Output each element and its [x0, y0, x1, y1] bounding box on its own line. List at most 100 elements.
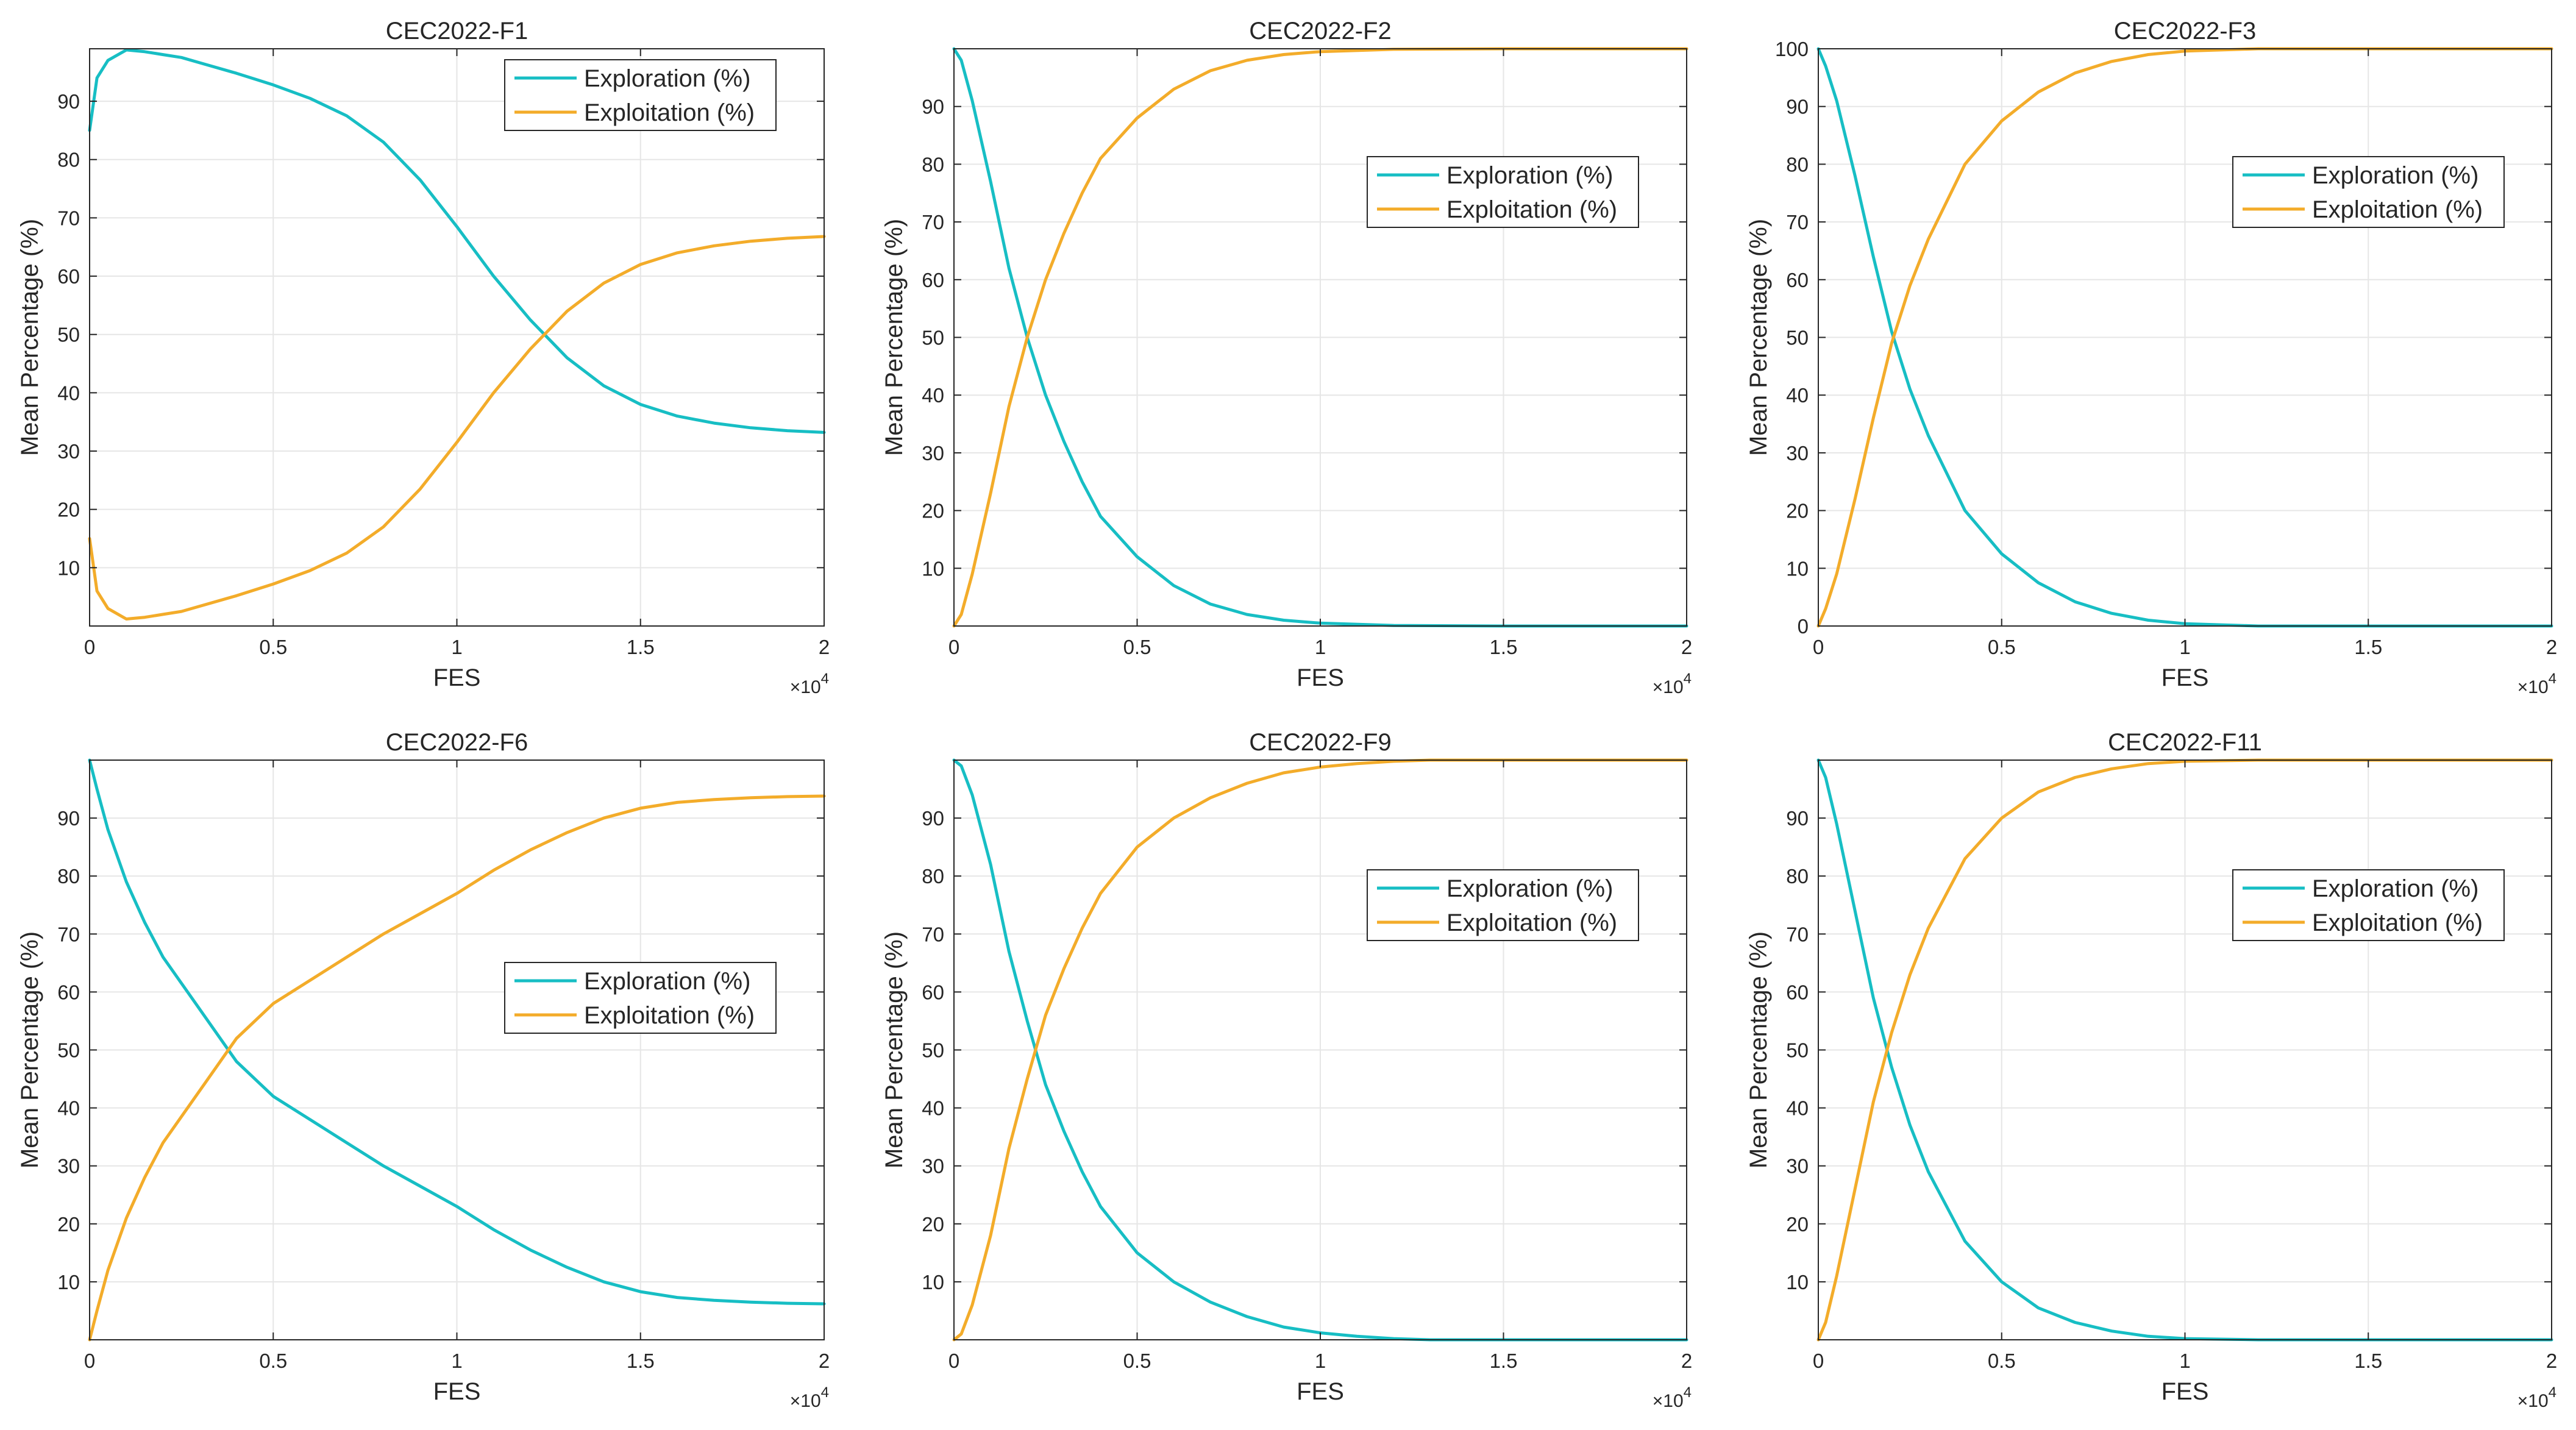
- y-tick-label: 50: [1786, 327, 1809, 349]
- chart-title: CEC2022-F9: [1249, 729, 1391, 756]
- x-tick-label: 1: [2179, 1350, 2190, 1372]
- x-axis-label: FES: [433, 664, 481, 691]
- legend-label: Exploitation (%): [1446, 909, 1617, 936]
- x-tick-label: 0.5: [1123, 636, 1151, 658]
- y-tick-label: 70: [57, 923, 80, 945]
- y-tick-label: 40: [1786, 384, 1809, 407]
- y-tick-label: 70: [1786, 923, 1809, 945]
- legend-label: Exploration (%): [2312, 162, 2478, 189]
- x-exponent-power: 4: [2549, 671, 2556, 687]
- legend-box: [2232, 156, 2505, 228]
- x-exponent-base: ×10: [2517, 1391, 2549, 1411]
- y-tick-label: 10: [1786, 557, 1809, 580]
- chart-panel-5: 0 0.5 1 1.5 2 10 20 30 40 50 60 70 80 90 ×104 CEC2022-F…: [881, 729, 1692, 1411]
- legend-label: Exploration (%): [1446, 875, 1613, 902]
- y-tick-label: 70: [922, 211, 944, 233]
- y-tick-label: 40: [922, 1097, 944, 1120]
- exploration-line: [952, 758, 1688, 1342]
- y-axis-label: Mean Percentage (%): [16, 931, 43, 1169]
- y-tick-label: 90: [1786, 807, 1809, 830]
- x-tick-label: 2: [819, 1350, 830, 1372]
- legend: Exploration (%) Exploitation (%): [504, 59, 777, 131]
- chart-title: CEC2022-F6: [386, 729, 528, 756]
- y-tick-label: 40: [57, 382, 80, 404]
- x-exponent-label: ×104: [790, 1384, 829, 1411]
- x-exponent-base: ×10: [1653, 1391, 1684, 1411]
- y-tick-label: 60: [1786, 269, 1809, 291]
- y-tick-label: 50: [922, 1039, 944, 1062]
- legend-label: Exploitation (%): [1446, 196, 1617, 223]
- x-tick-label: 1: [1315, 636, 1326, 658]
- y-tick-label: 60: [1786, 981, 1809, 1003]
- y-tick-label: 70: [57, 207, 80, 229]
- y-tick-label: 80: [922, 153, 944, 176]
- x-exponent-label: ×104: [1653, 1384, 1692, 1411]
- exploration-line: [1816, 47, 2553, 628]
- x-tick-label: 1.5: [627, 636, 655, 658]
- y-tick-label: 0: [1798, 615, 1809, 638]
- chart-panel-3: 0 0.5 1 1.5 20102030405060708090100×104CEC20…: [1745, 18, 2557, 697]
- x-tick-label: 0.5: [259, 636, 287, 658]
- y-tick-label: 70: [922, 923, 944, 945]
- y-tick-label: 90: [922, 807, 944, 830]
- x-exponent-power: 4: [821, 671, 829, 687]
- x-exponent-label: ×104: [2517, 671, 2556, 697]
- exploitation-line: [88, 794, 826, 1342]
- x-exponent-power: 4: [2549, 1384, 2556, 1401]
- exploitation-line: [1816, 758, 2553, 1342]
- y-tick-label: 40: [57, 1097, 80, 1120]
- x-tick-label: 1: [451, 636, 462, 658]
- y-tick-label: 90: [1786, 96, 1809, 118]
- x-axis-label: FES: [2161, 664, 2209, 691]
- chart-title: CEC2022-F1: [386, 18, 528, 44]
- y-axis-label: Mean Percentage (%): [1745, 931, 1772, 1169]
- y-tick-label: 10: [57, 1271, 80, 1293]
- x-exponent-base: ×10: [1653, 677, 1684, 697]
- legend-box: [504, 962, 777, 1034]
- legend: Exploration (%) Exploitation (%): [2232, 156, 2505, 228]
- x-tick-label: 0: [948, 636, 959, 658]
- y-tick-label: 20: [57, 499, 80, 521]
- x-exponent-base: ×10: [790, 677, 821, 697]
- exploitation-line: [1816, 47, 2553, 628]
- y-tick-label: 50: [57, 1039, 80, 1062]
- y-tick-label: 20: [922, 500, 944, 522]
- y-tick-label: 90: [922, 96, 944, 118]
- y-tick-label: 70: [1786, 211, 1809, 233]
- y-tick-label: 40: [1786, 1097, 1809, 1120]
- y-tick-label: 80: [57, 149, 80, 171]
- x-tick-label: 1.5: [2354, 636, 2382, 658]
- legend-label: Exploration (%): [584, 968, 750, 995]
- x-axis-label: FES: [1297, 664, 1344, 691]
- y-tick-label: 30: [1786, 1155, 1809, 1178]
- x-tick-label: 1.5: [627, 1350, 655, 1372]
- y-tick-label: 50: [1786, 1039, 1809, 1062]
- y-axis-label: Mean Percentage (%): [881, 931, 908, 1169]
- x-axis-label: FES: [1297, 1378, 1344, 1405]
- x-exponent-power: 4: [821, 1384, 829, 1401]
- y-tick-label: 40: [922, 384, 944, 407]
- legend: Exploration (%) Exploitation (%): [1367, 156, 1639, 228]
- legend-label: Exploration (%): [584, 65, 750, 92]
- y-tick-label: 30: [57, 1155, 80, 1178]
- x-tick-label: 1.5: [1490, 636, 1518, 658]
- x-tick-label: 0: [84, 1350, 95, 1372]
- y-tick-label: 60: [57, 265, 80, 288]
- y-tick-label: 10: [922, 1271, 944, 1293]
- x-tick-label: 2: [819, 636, 830, 658]
- y-tick-label: 20: [57, 1213, 80, 1236]
- legend-label: Exploitation (%): [584, 1002, 755, 1029]
- chart-panel-2: 0 0.5 1 1.5 2 10 20 30 40 50 60 70 80 90 ×104 CEC2022-F…: [881, 18, 1692, 697]
- legend-label: Exploitation (%): [2312, 196, 2483, 223]
- y-axis-label: Mean Percentage (%): [1745, 219, 1772, 456]
- x-exponent-label: ×104: [790, 671, 829, 697]
- legend: Exploration (%) Exploitation (%): [2232, 869, 2505, 941]
- exploitation-line: [952, 758, 1688, 1342]
- chart-title: CEC2022-F11: [2108, 729, 2262, 756]
- chart-panel-1: 0 0.5 1 1.5 2 10 20 30 40 50 60 70 80 90 ×104 CEC2022-F…: [16, 18, 830, 697]
- x-tick-label: 2: [1681, 636, 1692, 658]
- y-tick-label: 10: [922, 557, 944, 580]
- y-tick-label: 30: [922, 442, 944, 464]
- y-tick-label: 20: [1786, 500, 1809, 522]
- x-exponent-power: 4: [1684, 671, 1692, 687]
